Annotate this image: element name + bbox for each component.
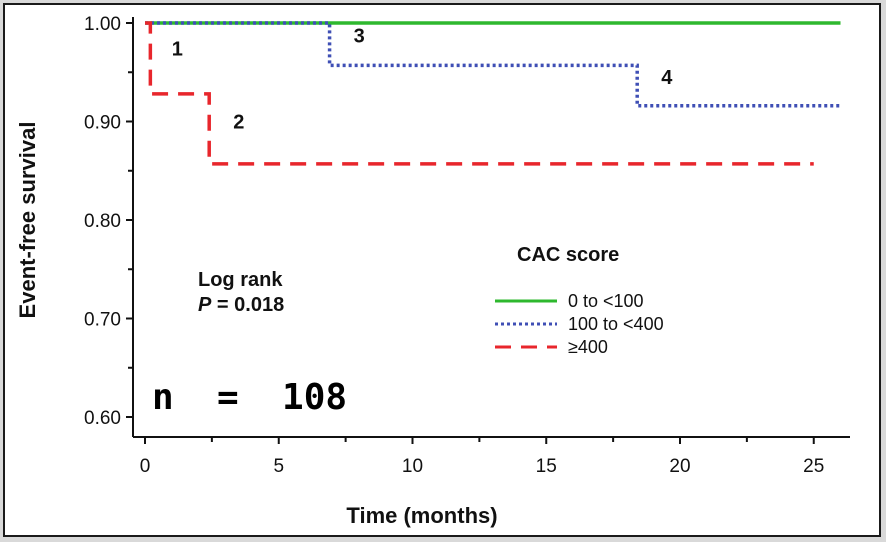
log-rank-label: Log rank — [198, 269, 283, 291]
legend-label-1: 0 to <100 — [568, 291, 644, 311]
y-tick-label: 0.80 — [84, 211, 121, 232]
x-tick-label: 15 — [536, 456, 557, 477]
x-axis-title: Time (months) — [346, 503, 497, 528]
series-group — [145, 21, 841, 166]
y-axis-title: Event-free survival — [15, 122, 40, 319]
p-value: = 0.018 — [211, 294, 284, 316]
p-symbol: P — [198, 294, 212, 316]
chart-frame: 0.60 0.70 0.80 0.90 1.00 0 5 10 15 20 25 1 2 3 4 Time… — [3, 3, 881, 537]
x-tick-label: 20 — [669, 456, 690, 477]
legend: CAC score 0 to <100 100 to <400 ≥400 — [495, 244, 664, 357]
y-tick-label: 0.60 — [84, 408, 121, 429]
axes: 0.60 0.70 0.80 0.90 1.00 0 5 10 15 20 25 — [84, 14, 850, 477]
step-label-4: 4 — [661, 67, 673, 89]
step-label-3: 3 — [354, 26, 365, 48]
y-tick-label: 0.70 — [84, 310, 121, 331]
step-label-1: 1 — [172, 39, 183, 61]
survival-chart: 0.60 0.70 0.80 0.90 1.00 0 5 10 15 20 25 1 2 3 4 Time… — [15, 14, 850, 528]
log-rank-p-value: P = 0.018 — [198, 294, 284, 316]
x-tick-label: 10 — [402, 456, 423, 477]
y-tick-label: 0.90 — [84, 113, 121, 134]
labels-group: 1 2 3 4 — [172, 26, 674, 134]
legend-label-3: ≥400 — [568, 337, 608, 357]
n-label: n = 108 — [152, 377, 347, 418]
legend-label-2: 100 to <400 — [568, 314, 664, 334]
y-tick-label: 1.00 — [84, 14, 121, 35]
step-label-2: 2 — [233, 111, 244, 133]
series-line-3 — [145, 21, 814, 166]
x-tick-label: 25 — [803, 456, 824, 477]
x-tick-label: 5 — [273, 456, 284, 477]
legend-title: CAC score — [517, 244, 619, 266]
x-tick-label: 0 — [140, 456, 151, 477]
series-line-2 — [145, 21, 841, 108]
